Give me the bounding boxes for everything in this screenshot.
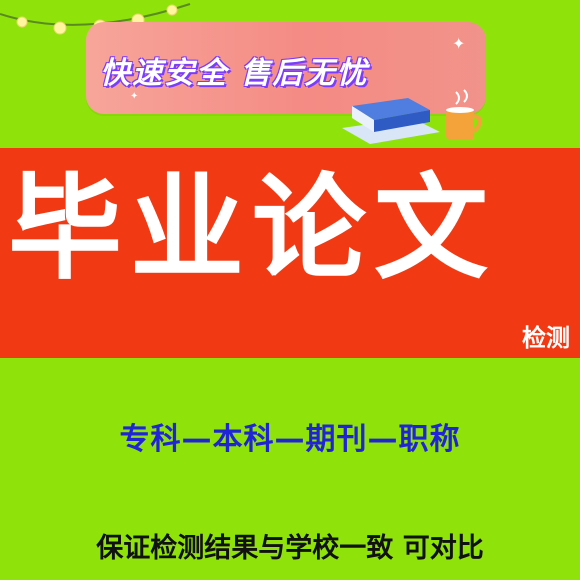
books-and-mug-decoration [342,89,482,144]
banner-subtitle: 检测 [522,324,570,352]
promo-pill [86,22,486,114]
levels-line: 专科—本科—期刊—职称 [119,422,461,457]
promo-slogan: 快速安全 售后无忧 [100,56,369,91]
banner-title: 毕业论文 [8,162,497,295]
red-banner [0,148,580,358]
sparkle-icon: ✦ [452,34,466,53]
coffee-mug-icon [446,89,482,140]
sparkle-icon: ✦ [130,91,139,102]
guarantee-line: 保证检测结果与学校一致 可对比 [96,533,484,564]
books-icon [342,98,440,144]
